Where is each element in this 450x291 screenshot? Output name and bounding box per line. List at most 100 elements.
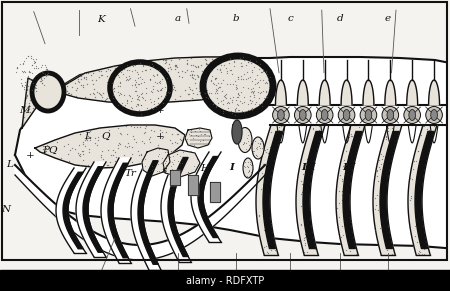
Point bbox=[53, 145, 60, 150]
Point bbox=[312, 152, 319, 157]
Point bbox=[256, 78, 264, 82]
Point bbox=[350, 156, 357, 161]
Point bbox=[86, 134, 93, 139]
Point bbox=[418, 224, 425, 228]
Point bbox=[117, 102, 124, 106]
Point bbox=[381, 158, 388, 163]
Point bbox=[174, 152, 181, 157]
Point bbox=[303, 157, 310, 162]
Point bbox=[43, 142, 50, 147]
Point bbox=[141, 80, 148, 85]
Point bbox=[376, 226, 383, 230]
Point bbox=[66, 148, 73, 153]
Point bbox=[122, 72, 129, 76]
Point bbox=[105, 127, 112, 132]
Point bbox=[111, 97, 118, 101]
Point bbox=[87, 92, 94, 97]
Point bbox=[190, 73, 198, 78]
Point bbox=[192, 144, 199, 149]
Point bbox=[151, 70, 158, 74]
Point bbox=[196, 139, 203, 143]
Point bbox=[241, 140, 248, 145]
Point bbox=[217, 55, 225, 60]
Text: s: s bbox=[162, 166, 167, 175]
Point bbox=[418, 132, 425, 137]
Point bbox=[373, 167, 380, 172]
Point bbox=[189, 76, 196, 80]
Point bbox=[261, 191, 268, 196]
Point bbox=[412, 203, 419, 207]
Point bbox=[237, 77, 244, 81]
Point bbox=[169, 154, 176, 159]
Point bbox=[132, 104, 139, 109]
Point bbox=[133, 91, 140, 96]
Point bbox=[152, 67, 159, 72]
Point bbox=[91, 140, 99, 145]
Point bbox=[262, 68, 269, 72]
Point bbox=[158, 94, 165, 99]
Point bbox=[131, 68, 139, 72]
Point bbox=[123, 88, 130, 93]
Point bbox=[21, 59, 28, 64]
Point bbox=[198, 63, 205, 67]
Point bbox=[232, 108, 239, 113]
Point bbox=[79, 151, 86, 156]
Point bbox=[42, 63, 49, 67]
Point bbox=[105, 95, 112, 100]
Point bbox=[247, 90, 254, 95]
Point bbox=[416, 250, 423, 255]
Point bbox=[97, 98, 104, 103]
Point bbox=[415, 212, 422, 217]
Point bbox=[38, 70, 45, 75]
Point bbox=[115, 93, 122, 97]
Point bbox=[205, 91, 212, 95]
Point bbox=[206, 134, 213, 139]
Point bbox=[104, 163, 112, 168]
Point bbox=[304, 221, 311, 225]
Point bbox=[264, 74, 271, 79]
Point bbox=[115, 143, 122, 147]
Point bbox=[242, 57, 249, 62]
Point bbox=[345, 154, 352, 159]
Point bbox=[167, 137, 174, 142]
Point bbox=[39, 74, 46, 79]
Point bbox=[141, 131, 148, 135]
Point bbox=[155, 152, 162, 157]
Polygon shape bbox=[108, 163, 128, 258]
Point bbox=[390, 134, 397, 138]
Point bbox=[158, 85, 166, 90]
Polygon shape bbox=[373, 125, 402, 255]
Point bbox=[83, 138, 90, 142]
Point bbox=[372, 203, 379, 207]
Point bbox=[139, 95, 146, 99]
Point bbox=[423, 126, 430, 131]
Point bbox=[92, 136, 99, 141]
Point bbox=[202, 75, 210, 79]
Point bbox=[263, 89, 270, 94]
Point bbox=[125, 84, 132, 88]
Point bbox=[172, 64, 179, 68]
Ellipse shape bbox=[365, 109, 372, 120]
Polygon shape bbox=[232, 120, 242, 144]
Point bbox=[149, 66, 156, 70]
Point bbox=[314, 146, 321, 151]
Point bbox=[184, 68, 191, 72]
Polygon shape bbox=[142, 148, 170, 176]
Point bbox=[249, 150, 256, 155]
Point bbox=[276, 139, 284, 143]
Point bbox=[383, 216, 390, 220]
Point bbox=[240, 110, 248, 115]
Point bbox=[207, 69, 215, 73]
Point bbox=[269, 240, 276, 245]
Point bbox=[209, 101, 216, 106]
Point bbox=[117, 81, 124, 86]
Point bbox=[420, 155, 427, 159]
Point bbox=[101, 162, 108, 166]
Point bbox=[43, 93, 50, 97]
Point bbox=[385, 233, 392, 237]
Point bbox=[251, 74, 258, 79]
Point bbox=[234, 102, 241, 107]
Point bbox=[197, 96, 204, 101]
Point bbox=[163, 93, 170, 97]
Point bbox=[382, 171, 389, 176]
